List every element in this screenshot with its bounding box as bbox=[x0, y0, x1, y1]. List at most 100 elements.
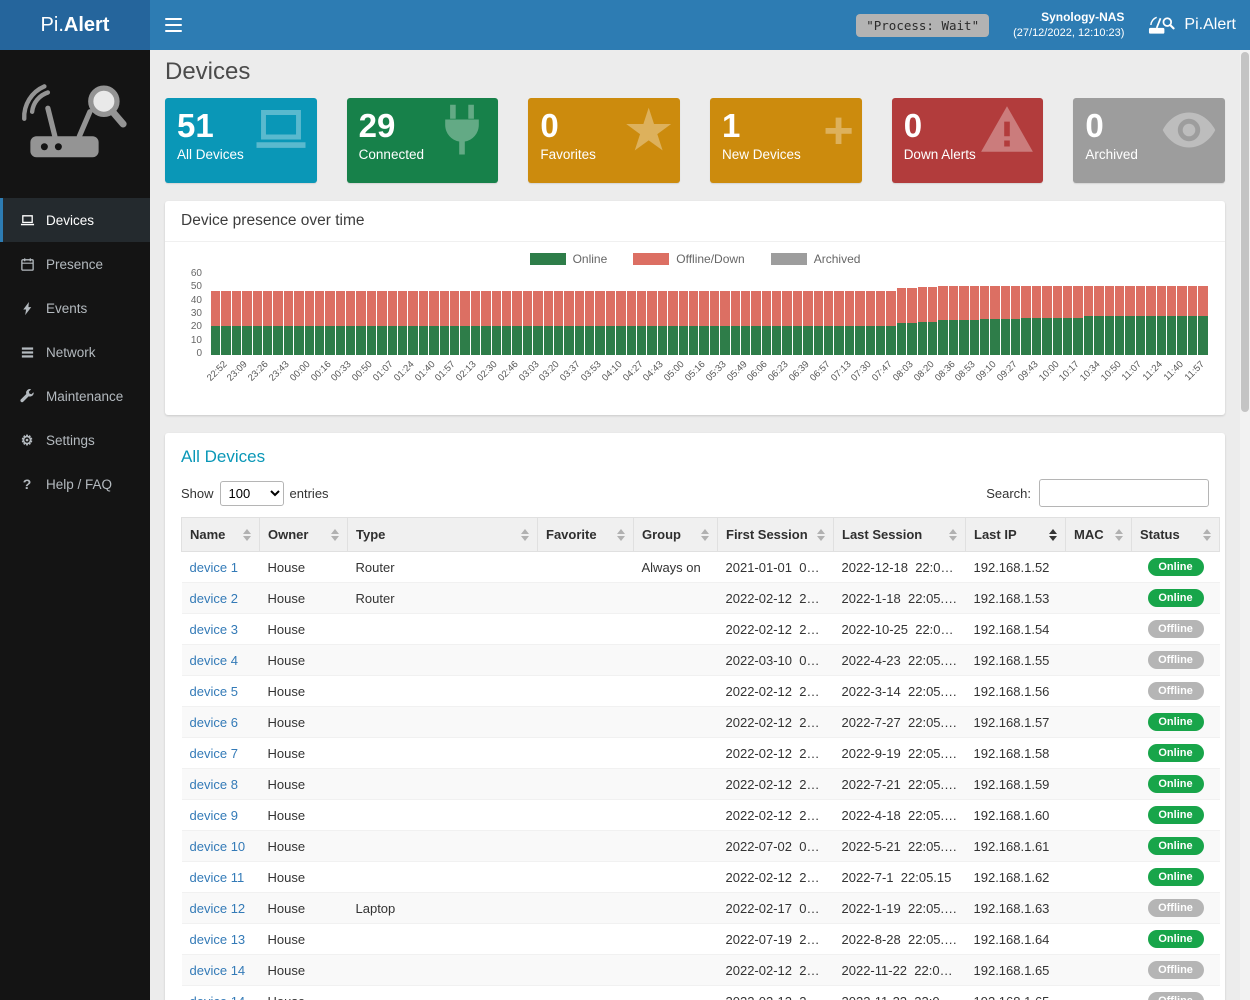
chart-bar bbox=[387, 291, 398, 355]
bar-segment-online bbox=[990, 319, 1000, 355]
page-length-select[interactable]: 100 bbox=[219, 480, 284, 506]
bar-segment-online bbox=[585, 325, 595, 355]
chart-panel: Device presence over time Online Offline/… bbox=[165, 201, 1225, 415]
chart-bar bbox=[346, 291, 356, 355]
bar-segment-online bbox=[460, 325, 470, 355]
sidebar-item-presence[interactable]: Presence bbox=[0, 242, 150, 286]
column-header-mac[interactable]: MAC bbox=[1065, 517, 1132, 552]
bar-segment-offline bbox=[834, 291, 844, 326]
device-link[interactable]: device 4 bbox=[189, 652, 238, 668]
cell-owner: House bbox=[259, 737, 348, 769]
bar-segment-offline bbox=[1114, 285, 1125, 317]
sidebar-item-label: Help / FAQ bbox=[46, 476, 113, 492]
bar-segment-offline bbox=[616, 291, 626, 326]
table-row: device 14 House 2022-02-12 22:052022-11-22… bbox=[181, 985, 1220, 1000]
chart-bar bbox=[896, 288, 907, 355]
device-link[interactable]: device 3 bbox=[189, 621, 238, 637]
cell-mac bbox=[1065, 954, 1132, 986]
sidebar-item-help-faq[interactable]: ? Help / FAQ bbox=[0, 462, 150, 506]
cell-first-session: 2022-07-02 08:15 bbox=[717, 830, 834, 862]
bar-segment-offline bbox=[969, 285, 979, 321]
devices-table-body: All Devices Show 100 entries Search: Name O… bbox=[165, 433, 1225, 1000]
bar-segment-offline bbox=[543, 291, 553, 326]
sidebar-item-network[interactable]: Network bbox=[0, 330, 150, 374]
column-header-last-ip[interactable]: Last IP bbox=[965, 517, 1066, 552]
bar-segment-offline bbox=[1011, 285, 1021, 319]
sidebar-item-settings[interactable]: ⚙ Settings bbox=[0, 418, 150, 462]
column-header-status[interactable]: Status bbox=[1131, 517, 1220, 552]
device-link[interactable]: device 10 bbox=[189, 838, 246, 854]
stat-card-archived[interactable]: 0 Archived bbox=[1073, 98, 1226, 183]
chart-bar bbox=[574, 291, 585, 355]
sidebar-item-devices[interactable]: Devices bbox=[0, 198, 150, 242]
cell-group bbox=[633, 706, 718, 738]
stat-card-label: Connected bbox=[358, 146, 424, 162]
cell-owner: House bbox=[259, 551, 348, 583]
cell-first-session: 2022-02-12 22:05 bbox=[717, 613, 834, 645]
cell-status: Online bbox=[1131, 861, 1220, 893]
column-header-type[interactable]: Type bbox=[347, 517, 538, 552]
stat-card-down-alerts[interactable]: 0 Down Alerts bbox=[891, 98, 1044, 183]
bar-segment-offline bbox=[959, 285, 969, 321]
bar-segment-offline bbox=[917, 287, 927, 322]
search-input[interactable] bbox=[1039, 479, 1209, 507]
chart-bar bbox=[211, 291, 221, 355]
column-header-first-session[interactable]: First Session bbox=[717, 517, 834, 552]
device-link[interactable]: device 12 bbox=[189, 900, 246, 916]
column-header-name[interactable]: Name bbox=[181, 517, 260, 552]
cell-last-session: 2022-7-21 22:05.56 bbox=[833, 768, 966, 800]
cell-last-ip: 192.168.1.60 bbox=[965, 799, 1066, 831]
column-header-group[interactable]: Group bbox=[633, 517, 718, 552]
cell-favorite bbox=[537, 551, 634, 583]
sidebar-item-events[interactable]: Events bbox=[0, 286, 150, 330]
chart-bar bbox=[408, 291, 418, 355]
page-scrollbar[interactable] bbox=[1240, 50, 1250, 1000]
device-link[interactable]: device 13 bbox=[189, 931, 246, 947]
device-link[interactable]: device 14 bbox=[189, 962, 246, 978]
bar-segment-online bbox=[1011, 319, 1021, 355]
device-link[interactable]: device 7 bbox=[189, 745, 238, 761]
bar-segment-offline bbox=[221, 291, 231, 326]
bar-segment-online bbox=[1083, 316, 1094, 355]
device-link[interactable]: device 9 bbox=[189, 807, 238, 823]
bar-segment-online bbox=[657, 325, 668, 355]
sidebar-item-maintenance[interactable]: Maintenance bbox=[0, 374, 150, 418]
cell-type bbox=[347, 861, 538, 893]
device-link[interactable]: device 14 bbox=[190, 994, 246, 1000]
column-header-favorite[interactable]: Favorite bbox=[537, 517, 634, 552]
scrollbar-thumb[interactable] bbox=[1241, 52, 1249, 412]
stat-card-connected[interactable]: 29 Connected bbox=[346, 98, 499, 183]
eye-icon bbox=[1161, 102, 1217, 163]
cell-owner: House bbox=[259, 768, 348, 800]
brand-logo[interactable]: Pi. Alert bbox=[0, 0, 150, 50]
cell-last-session: 2022-8-28 22:05.51 bbox=[833, 923, 966, 955]
bar-segment-offline bbox=[948, 285, 959, 321]
plus-icon: + bbox=[823, 102, 854, 160]
stat-card-favorites[interactable]: 0 Favorites ★ bbox=[528, 98, 681, 183]
device-link[interactable]: device 5 bbox=[189, 683, 238, 699]
column-header-owner[interactable]: Owner bbox=[259, 517, 348, 552]
legend-swatch bbox=[770, 253, 807, 265]
device-link[interactable]: device 8 bbox=[189, 776, 238, 792]
cell-favorite bbox=[537, 644, 634, 676]
bar-segment-offline bbox=[283, 291, 294, 326]
status-badge: Online bbox=[1147, 775, 1204, 793]
device-link[interactable]: device 11 bbox=[189, 869, 245, 885]
device-link[interactable]: device 2 bbox=[189, 590, 238, 606]
legend-item-archived[interactable]: Archived bbox=[770, 252, 860, 266]
stat-card-new-devices[interactable]: 1 New Devices + bbox=[710, 98, 862, 183]
legend-item-offline-down[interactable]: Offline/Down bbox=[633, 252, 745, 266]
cell-favorite bbox=[537, 675, 634, 707]
cell-group bbox=[633, 799, 718, 831]
device-link[interactable]: device 1 bbox=[189, 559, 238, 575]
chart-bar bbox=[782, 291, 792, 355]
stat-card-all-devices[interactable]: 51 All Devices bbox=[165, 98, 317, 183]
device-link[interactable]: device 6 bbox=[189, 714, 238, 730]
chart-bar bbox=[1021, 285, 1031, 355]
cell-favorite bbox=[537, 768, 634, 800]
sidebar-toggle[interactable] bbox=[150, 0, 196, 50]
cell-mac bbox=[1065, 644, 1132, 676]
legend-item-online[interactable]: Online bbox=[529, 252, 607, 266]
bar-segment-offline bbox=[855, 291, 865, 326]
column-header-last-session[interactable]: Last Session bbox=[833, 517, 966, 552]
